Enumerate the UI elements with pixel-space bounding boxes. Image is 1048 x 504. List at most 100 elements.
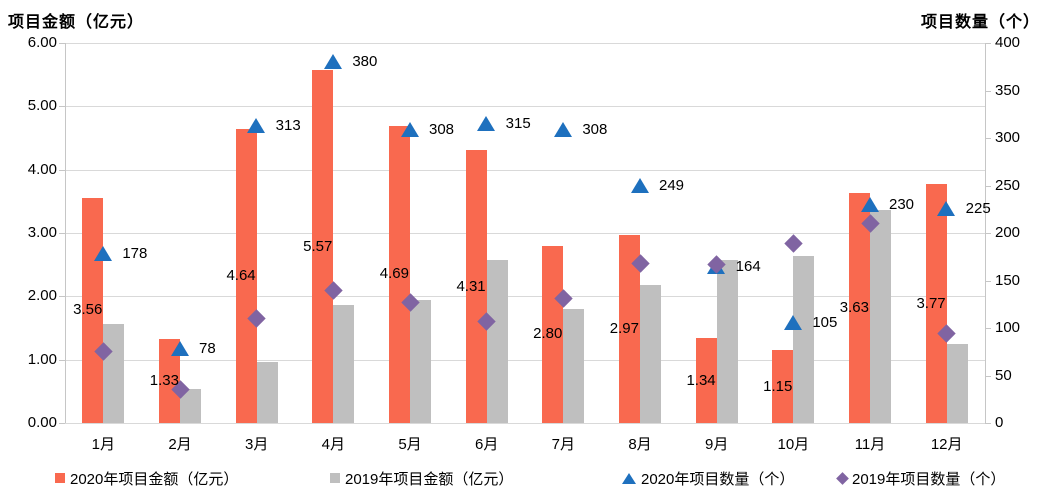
legend-label: 2019年项目金额（亿元） <box>345 470 514 488</box>
marker-triangle-4月 <box>323 54 342 69</box>
legend-square-icon <box>55 473 65 483</box>
left-axis-label-1: 1.00 <box>27 350 57 368</box>
x-axis-label-6月: 6月 <box>474 436 499 453</box>
x-axis-label-1月: 1月 <box>91 436 115 453</box>
left-axis-tick-5 <box>59 106 65 108</box>
right-axis-label-200: 200 <box>995 224 1021 241</box>
x-axis-label-11月: 11月 <box>854 436 886 453</box>
bar-2019年项目金额（亿元）-9月 <box>716 260 738 423</box>
bar-2019年项目金额（亿元）-10月 <box>793 256 815 423</box>
left-axis-tick-3 <box>59 233 65 234</box>
data-label-amount-11月: 3.63 <box>839 299 869 317</box>
bar-2020年项目金额（亿元）-12月 <box>925 184 947 423</box>
data-label-amount-4月: 5.57 <box>303 237 333 255</box>
marker-triangle-12月 <box>937 201 956 217</box>
bar-2020年项目金额（亿元）-3月 <box>235 129 257 423</box>
x-axis-label-3月: 3月 <box>244 436 269 453</box>
legend-item-2: 2019年项目金额（亿元） <box>330 468 513 488</box>
data-label-amount-10月: 1.15 <box>763 377 793 395</box>
data-label-amount-12月: 3.77 <box>916 294 946 312</box>
bar-2020年项目金额（亿元）-7月 <box>542 245 564 423</box>
bar-2019年项目金额（亿元）-4月 <box>333 305 355 423</box>
x-axis-label-7月: 7月 <box>551 436 575 453</box>
left-axis-tick-4 <box>59 169 65 171</box>
left-axis-label-5: 5.00 <box>27 97 57 115</box>
marker-triangle-6月 <box>477 115 496 131</box>
bar-2020年项目金额（亿元）-8月 <box>619 234 640 423</box>
right-axis-tick-100 <box>985 328 991 329</box>
data-label-count-6月: 315 <box>505 114 531 132</box>
left-axis-tick-0 <box>59 423 65 424</box>
x-axis-label-4月: 4月 <box>321 436 345 453</box>
data-label-count-10月: 105 <box>812 314 838 332</box>
data-label-amount-9月: 1.34 <box>686 371 716 389</box>
left-axis-title: 项目金额（亿元） <box>8 14 145 31</box>
right-axis-tick-350 <box>985 90 991 92</box>
gridline-left-2 <box>65 296 985 298</box>
data-label-amount-7月: 2.80 <box>533 325 563 343</box>
gridline-left-0 <box>65 423 985 424</box>
legend-item-3: 2020年项目数量（个） <box>622 468 794 488</box>
gridline-left-5 <box>65 106 985 108</box>
marker-triangle-11月 <box>860 196 879 212</box>
data-label-count-1月: 178 <box>122 244 148 262</box>
bar-2019年项目金额（亿元）-12月 <box>946 343 968 423</box>
gridline-left-3 <box>65 233 985 234</box>
legend-diamond-icon <box>836 471 849 485</box>
right-axis-label-300: 300 <box>995 129 1021 146</box>
right-axis-tick-250 <box>985 185 991 187</box>
right-axis-tick-300 <box>985 138 991 139</box>
marker-triangle-3月 <box>247 117 266 133</box>
legend-label: 2020年项目数量（个） <box>641 470 795 488</box>
right-axis-tick-400 <box>985 43 991 44</box>
right-axis-label-0: 0 <box>995 414 1004 431</box>
x-axis-label-8月: 8月 <box>628 436 652 453</box>
legend-square-icon <box>330 473 340 483</box>
bar-2019年项目金额（亿元）-11月 <box>870 209 891 423</box>
bar-2019年项目金额（亿元）-6月 <box>486 260 508 423</box>
data-label-amount-6月: 4.31 <box>456 277 486 295</box>
data-label-amount-5月: 4.69 <box>379 265 409 283</box>
gridline-left-1 <box>65 359 985 361</box>
right-axis-label-350: 350 <box>995 81 1021 99</box>
bar-2019年项目金额（亿元）-8月 <box>640 284 661 423</box>
left-axis-tick-1 <box>59 359 65 361</box>
right-axis-label-250: 250 <box>995 176 1021 194</box>
marker-triangle-10月 <box>783 315 802 331</box>
marker-triangle-7月 <box>553 122 572 138</box>
data-label-amount-3月: 4.64 <box>226 267 256 285</box>
marker-triangle-1月 <box>93 245 112 261</box>
bar-2020年项目金额（亿元）-5月 <box>389 125 410 423</box>
left-axis-label-3: 3.00 <box>27 224 57 241</box>
right-axis-label-50: 50 <box>995 366 1012 384</box>
bar-2019年项目金额（亿元）-7月 <box>563 309 585 423</box>
bar-2020年项目金额（亿元）-11月 <box>849 193 870 423</box>
left-axis-line <box>65 43 66 423</box>
left-axis-label-4: 4.00 <box>27 160 57 178</box>
legend-item-4: 2019年项目数量（个） <box>836 468 1005 488</box>
marker-diamond-10月 <box>784 234 803 253</box>
legend-item-1: 2020年项目金额（亿元） <box>55 468 238 488</box>
x-axis-label-5月: 5月 <box>398 436 422 453</box>
right-axis-label-100: 100 <box>995 319 1021 336</box>
left-axis-label-6: 6.00 <box>27 34 57 51</box>
x-axis-label-9月: 9月 <box>704 436 729 453</box>
data-label-count-7月: 308 <box>582 121 608 139</box>
left-axis-label-2: 2.00 <box>27 287 57 305</box>
bar-2020年项目金额（亿元）-9月 <box>695 338 717 423</box>
right-axis-tick-200 <box>985 233 991 234</box>
bar-2019年项目金额（亿元）-2月 <box>180 388 201 423</box>
data-label-count-9月: 164 <box>735 258 761 276</box>
bar-2020年项目金额（亿元）-2月 <box>159 338 180 423</box>
marker-triangle-5月 <box>400 122 419 138</box>
data-label-count-8月: 249 <box>659 177 685 195</box>
x-axis-label-10月: 10月 <box>777 436 810 453</box>
right-axis-tick-50 <box>985 375 991 377</box>
right-axis-tick-0 <box>985 423 991 424</box>
gridline-left-6 <box>65 43 985 44</box>
gridline-left-4 <box>65 169 985 171</box>
bar-2020年项目金额（亿元）-4月 <box>312 70 334 423</box>
bar-2020年项目金额（亿元）-6月 <box>465 150 487 423</box>
right-axis-label-150: 150 <box>995 271 1021 289</box>
